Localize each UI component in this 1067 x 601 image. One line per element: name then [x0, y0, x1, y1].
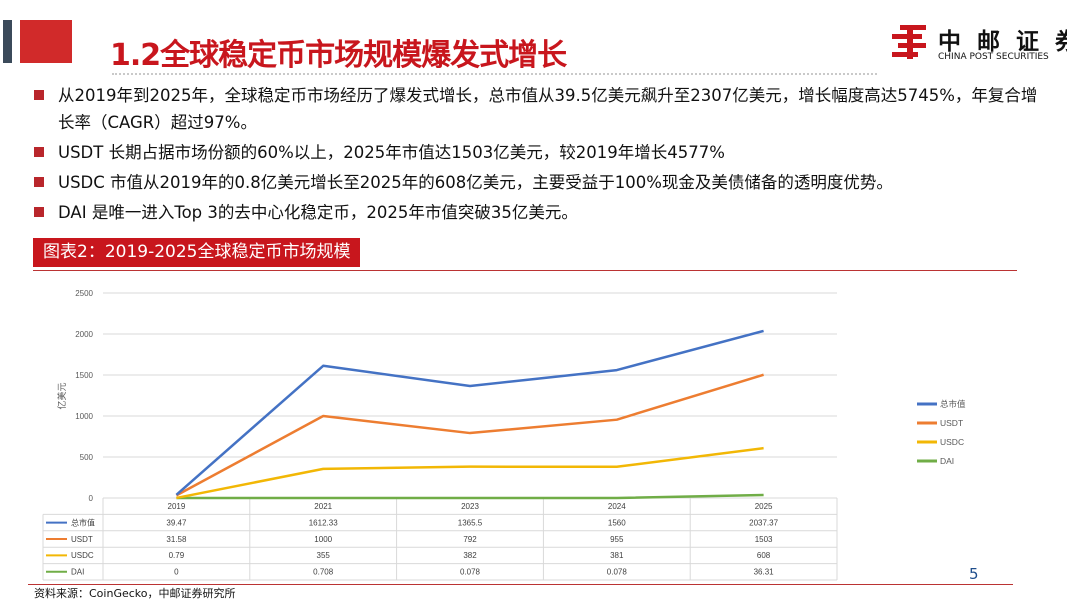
data-label: 1503: [755, 535, 773, 544]
bullet-square-icon: [34, 207, 44, 217]
legend-label: USDC: [940, 437, 964, 447]
figure-divider: [33, 270, 1017, 271]
header-accent-bar-grey: [3, 20, 12, 63]
y-tick-label: 1500: [75, 371, 93, 380]
legend-label: 总市值: [940, 399, 966, 409]
table-series-name: 总市值: [71, 517, 95, 527]
y-tick-label: 1000: [75, 412, 93, 421]
data-label: 0.078: [460, 568, 481, 577]
series-line: [175, 329, 764, 496]
china-post-logo-icon: [892, 25, 926, 59]
footer-divider: [28, 584, 1013, 585]
bullet-item: DAI 是唯一进入Top 3的去中心化稳定币，2025年市值突破35亿美元。: [32, 199, 1052, 226]
bullet-item: USDT 长期占据市场份额的60%以上，2025年市值达1503亿美元，较201…: [32, 139, 1052, 166]
data-label: 39.47: [166, 518, 187, 527]
data-label: 1612.33: [309, 518, 338, 527]
header-accent-bar-red: [20, 20, 72, 63]
title-divider: [112, 73, 877, 75]
figure-caption: 图表2：2019-2025全球稳定币市场规模: [33, 238, 361, 267]
market-size-line-chart: 0 500 1000 1500 2000 2500 亿美元 2019 2021 2023 2024 2…: [42, 289, 966, 581]
data-label: 0.078: [607, 568, 628, 577]
y-tick-label: 2500: [75, 289, 93, 298]
data-label: 0.79: [169, 551, 185, 560]
table-series-name: USDT: [71, 535, 93, 544]
table-series-name: USDC: [71, 551, 94, 560]
bullet-square-icon: [34, 147, 44, 157]
data-label: 36.31: [754, 568, 775, 577]
data-label: 1000: [314, 535, 332, 544]
page-title: 1.2全球稳定币市场规模爆发式增长: [110, 38, 567, 73]
data-label: 1365.5: [458, 518, 483, 527]
data-label: 792: [463, 535, 477, 544]
data-label: 955: [610, 535, 624, 544]
source-note: 资料来源：CoinGecko，中邮证券研究所: [34, 587, 236, 600]
bullet-text: DAI 是唯一进入Top 3的去中心化稳定币，2025年市值突破35亿美元。: [58, 203, 578, 222]
data-label: 381: [610, 551, 624, 560]
legend-label: USDT: [940, 418, 963, 428]
data-label: 31.58: [166, 535, 187, 544]
x-tick-label: 2025: [755, 502, 773, 511]
bullet-text: USDT 长期占据市场份额的60%以上，2025年市值达1503亿美元，较201…: [58, 143, 725, 162]
logo-english-text: CHINA POST SECURITIES: [938, 52, 1049, 62]
bullet-square-icon: [34, 90, 44, 100]
data-label: 0: [174, 568, 179, 577]
y-tick-label: 0: [89, 494, 94, 503]
table-series-name: DAI: [71, 568, 84, 577]
x-tick-label: 2024: [608, 502, 626, 511]
y-tick-label: 500: [80, 453, 94, 462]
data-label: 355: [317, 551, 331, 560]
series-line: [175, 373, 764, 497]
y-axis-label: 亿美元: [56, 382, 67, 409]
company-logo: 中 邮 证 券 CHINA POST SECURITIES: [890, 22, 1067, 64]
series-line: [176, 446, 764, 500]
page-number: 5: [969, 565, 979, 583]
data-label: 608: [757, 551, 771, 560]
legend-label: DAI: [940, 456, 954, 466]
series-line: [176, 493, 764, 500]
data-label: 0.708: [313, 568, 334, 577]
bullet-item: USDC 市值从2019年的0.8亿美元增长至2025年的608亿美元，主要受益…: [32, 169, 1052, 196]
data-label: 1560: [608, 518, 626, 527]
x-tick-label: 2019: [168, 502, 186, 511]
logo-chinese-text: 中 邮 证 券: [938, 29, 1067, 55]
data-label: 2037.37: [749, 518, 778, 527]
y-tick-label: 2000: [75, 330, 93, 339]
bullet-text: 从2019年到2025年，全球稳定币市场经历了爆发式增长，总市值从39.5亿美元…: [58, 86, 1038, 132]
data-label: 382: [463, 551, 477, 560]
bullet-square-icon: [34, 177, 44, 187]
bullet-text: USDC 市值从2019年的0.8亿美元增长至2025年的608亿美元，主要受益…: [58, 173, 893, 192]
bullet-list: 从2019年到2025年，全球稳定币市场经历了爆发式增长，总市值从39.5亿美元…: [32, 82, 1052, 229]
x-tick-label: 2021: [314, 502, 332, 511]
x-tick-label: 2023: [461, 502, 479, 511]
bullet-item: 从2019年到2025年，全球稳定币市场经历了爆发式增长，总市值从39.5亿美元…: [32, 82, 1052, 136]
